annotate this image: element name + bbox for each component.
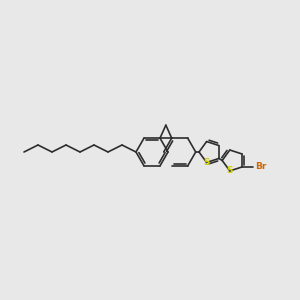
Text: S: S <box>203 158 210 167</box>
Text: Br: Br <box>255 162 266 171</box>
Text: S: S <box>226 167 233 176</box>
